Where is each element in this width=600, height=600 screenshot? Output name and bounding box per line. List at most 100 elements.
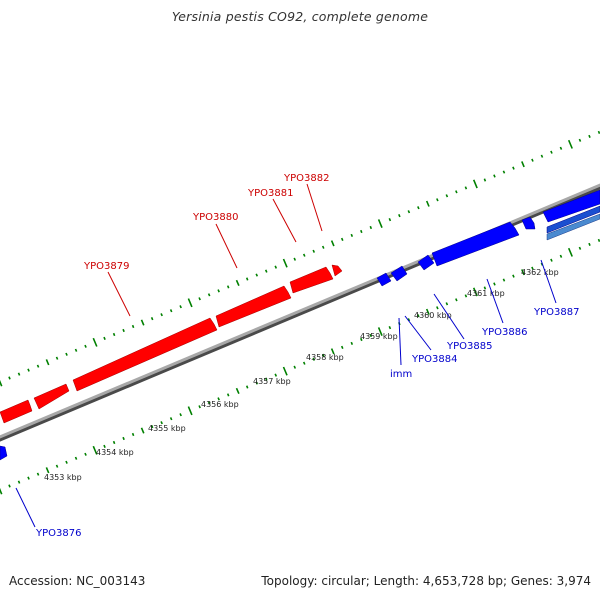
gene-label-forward[interactable]: YPO3881 (247, 188, 293, 199)
scale-tick (27, 476, 30, 480)
scale-tick (360, 337, 363, 342)
scale-tick (302, 253, 306, 257)
scale-tick (112, 332, 116, 337)
gene-arrow-forward[interactable] (289, 266, 334, 294)
scale-tick (330, 348, 335, 355)
gene-arrow-forward[interactable] (0, 399, 33, 424)
scale-tick (512, 166, 515, 170)
scale-label: 4357 kbp (253, 377, 291, 386)
scale-tick (92, 445, 98, 455)
leader-line (398, 317, 402, 366)
scale-tick (417, 314, 420, 318)
scale-tick (588, 134, 591, 138)
scale-tick (140, 427, 145, 434)
scale-tick (255, 273, 259, 277)
scale-tick (140, 319, 145, 326)
gene-arrow-reverse[interactable] (542, 189, 600, 223)
scale-label: 4354 kbp (96, 448, 134, 457)
gene-label-reverse[interactable]: YPO3886 (481, 327, 527, 338)
gene-arrow-reverse[interactable] (546, 213, 600, 241)
scale-tick (388, 325, 392, 330)
scale-tick (131, 324, 135, 329)
scale-tick (160, 313, 163, 317)
scale-tick (65, 352, 68, 356)
scale-tick (493, 282, 496, 286)
scale-tick (425, 200, 430, 207)
scale-tick (550, 258, 553, 262)
scale-tick (255, 381, 259, 385)
scale-tick (360, 229, 363, 234)
gene-label-reverse[interactable]: YPO3884 (411, 354, 457, 365)
gene-label-forward[interactable]: YPO3879 (83, 261, 129, 272)
leader-line (404, 315, 432, 351)
scale-tick (340, 345, 344, 350)
scale-tick (169, 309, 173, 313)
gene-arrow-forward[interactable] (331, 264, 343, 277)
scale-tick (207, 401, 211, 405)
scale-tick (282, 258, 288, 268)
leader-line (107, 271, 131, 317)
scale-tick (559, 254, 563, 258)
scale-tick (293, 365, 297, 369)
leader-line (540, 259, 557, 304)
scale-tick (472, 287, 478, 297)
scale-tick (321, 245, 325, 249)
scale-labels: 4353 kbp 4354 kbp 4355 kbp 4356 kbp 4357… (44, 268, 559, 482)
scale-tick (521, 161, 525, 168)
scale-tick (398, 213, 401, 218)
gene-arrow-reverse[interactable] (0, 445, 8, 461)
scale-tick (103, 444, 106, 449)
scale-tick (160, 421, 163, 425)
inner-tick-track (0, 238, 600, 495)
scale-tick (0, 487, 3, 495)
scale-tick (407, 318, 411, 322)
scale-label: 4362 kbp (521, 268, 559, 277)
scale-tick (207, 293, 211, 297)
gene-label-reverse[interactable]: imm (390, 369, 412, 380)
scale-tick (425, 308, 430, 315)
scale-tick (340, 237, 344, 242)
outer-tick-track (0, 130, 600, 387)
scale-tick (17, 372, 21, 376)
scale-tick (150, 316, 154, 321)
gene-arrow-reverse[interactable] (431, 221, 520, 267)
scale-tick (245, 385, 249, 389)
scale-tick (27, 368, 30, 372)
scale-tick (274, 265, 278, 269)
gene-label-forward[interactable]: YPO3882 (283, 173, 329, 184)
scale-label: 4360 kbp (414, 311, 452, 320)
scale-tick (493, 174, 496, 178)
leader-line (15, 487, 36, 528)
scale-tick (84, 344, 87, 348)
gene-label-reverse[interactable]: YPO3885 (446, 341, 492, 352)
scale-tick (74, 348, 78, 352)
gene-arrow-reverse[interactable] (546, 205, 600, 234)
scale-tick (502, 278, 506, 282)
scale-tick (92, 337, 98, 347)
forward-genes (0, 264, 343, 424)
scale-tick (531, 158, 534, 162)
gene-arrow-forward[interactable] (72, 317, 218, 392)
scale-tick (559, 146, 563, 150)
forward-gene-labels: YPO3879 YPO3880 YPO3881 YPO3882 (83, 173, 329, 272)
scale-tick (567, 247, 573, 257)
gene-label-forward[interactable]: YPO3880 (192, 212, 238, 223)
gene-label-reverse[interactable]: YPO3887 (533, 307, 579, 318)
scale-tick (8, 484, 11, 488)
gene-arrow-reverse[interactable] (376, 272, 392, 287)
scale-tick (483, 178, 487, 182)
scale-tick (187, 298, 193, 308)
gene-label-reverse[interactable]: YPO3876 (35, 528, 81, 539)
gene-arrow-reverse[interactable] (521, 216, 536, 230)
gene-arrow-forward[interactable] (33, 383, 70, 410)
scale-tick (550, 150, 553, 154)
leader-line (272, 198, 297, 243)
accession-text: Accession: NC_003143 (9, 574, 146, 588)
scale-tick (512, 274, 515, 278)
gene-arrow-reverse[interactable] (417, 254, 435, 271)
forward-leaders (107, 183, 323, 317)
scale-tick (597, 130, 600, 134)
gene-arrow-reverse[interactable] (390, 265, 408, 282)
gene-arrow-forward[interactable] (215, 285, 292, 328)
